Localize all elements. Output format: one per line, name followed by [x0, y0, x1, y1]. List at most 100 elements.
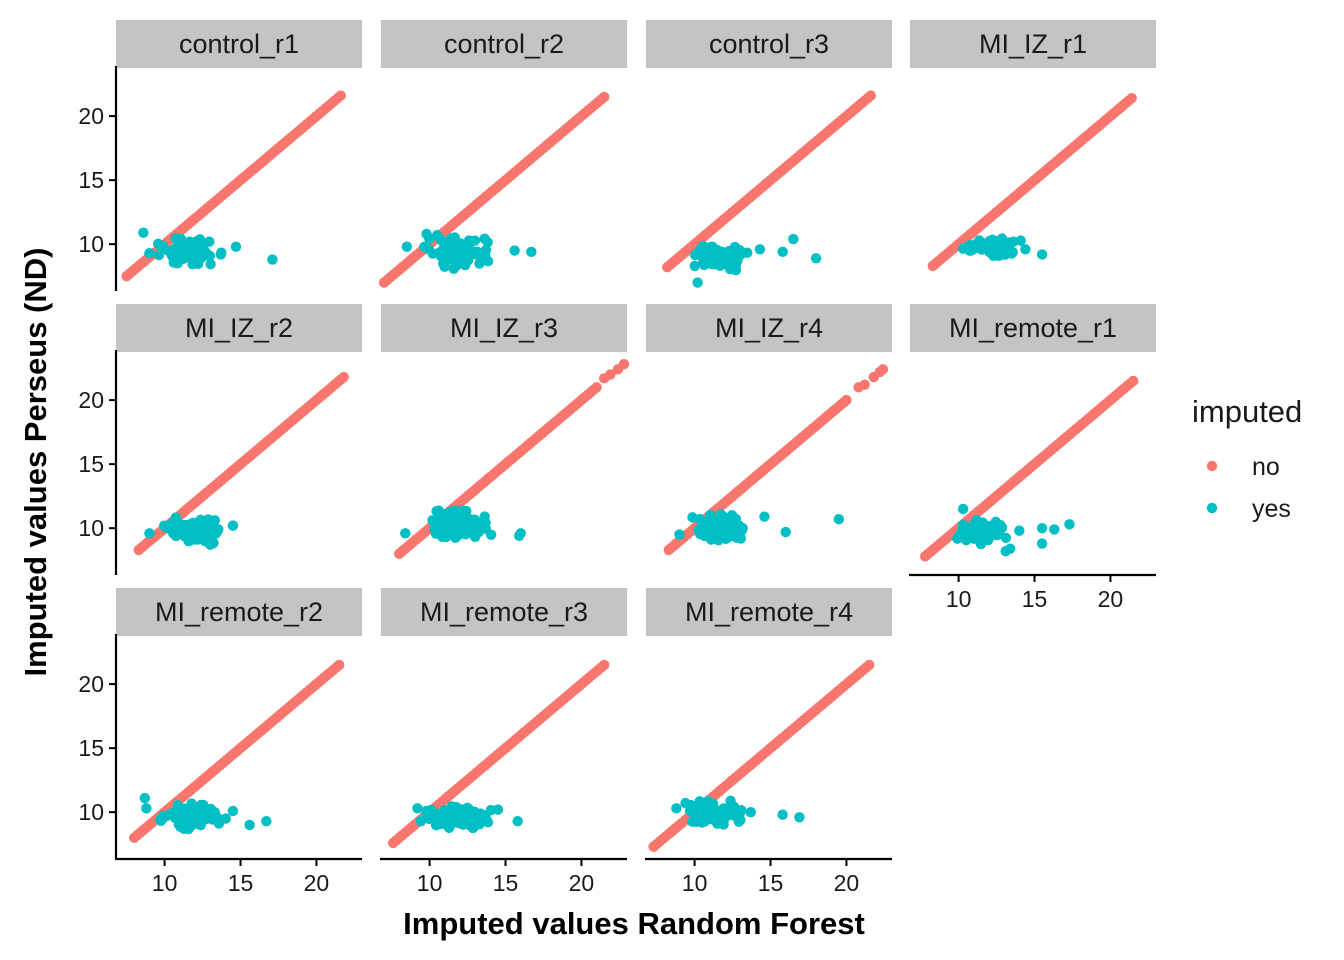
facet-strip: [116, 588, 362, 636]
point-yes: [810, 253, 822, 264]
y-tick-label: 20: [78, 671, 104, 697]
point-yes: [479, 233, 490, 244]
point-yes: [474, 258, 485, 269]
x-tick-label: 10: [152, 870, 178, 896]
x-tick-label: 20: [1098, 586, 1124, 612]
points: [663, 364, 889, 556]
point-yes: [401, 241, 413, 252]
point-yes: [196, 252, 208, 263]
point-yes: [690, 816, 702, 828]
facet-panel: MI_IZ_r4: [646, 304, 892, 556]
facet-strip: [910, 304, 1156, 352]
x-axis-title: Imputed values Random Forest: [403, 906, 865, 941]
point-yes: [754, 244, 766, 255]
point-yes: [526, 246, 537, 258]
point-yes: [1000, 532, 1012, 543]
point-yes: [139, 792, 151, 804]
facet-panel: MI_IZ_r1: [910, 20, 1156, 272]
point-yes: [445, 249, 457, 261]
point-yes: [984, 246, 995, 257]
point-yes: [718, 813, 729, 825]
facet-strip: [646, 304, 892, 352]
point-yes: [512, 815, 523, 827]
x-tick-label: 15: [228, 870, 254, 896]
point-yes: [731, 532, 742, 543]
point-yes: [141, 803, 152, 814]
point-yes: [833, 514, 845, 525]
point-yes: [230, 241, 242, 252]
facet-strip-label: control_r1: [179, 29, 299, 59]
facet-strip: [646, 588, 892, 636]
point-yes: [438, 528, 449, 539]
point-yes: [1064, 519, 1075, 530]
point-no: [877, 364, 889, 375]
points: [919, 375, 1139, 562]
point-yes: [190, 242, 202, 254]
point-yes: [400, 528, 411, 539]
point-yes: [457, 241, 468, 252]
facet-strip: [646, 20, 892, 68]
point-yes: [194, 234, 206, 245]
point-no: [865, 90, 876, 101]
point-no: [338, 371, 349, 383]
point-no: [591, 382, 602, 393]
point-yes: [794, 812, 805, 823]
point-yes: [485, 529, 497, 540]
point-yes: [957, 519, 969, 531]
facet-strip-label: control_r3: [709, 29, 829, 59]
point-yes: [720, 523, 731, 534]
point-yes: [987, 234, 998, 246]
point-no: [618, 359, 630, 370]
point-yes: [777, 246, 788, 258]
point-yes: [215, 249, 226, 260]
facet-strip-label: MI_remote_r3: [420, 597, 588, 627]
legend-title: imputed: [1192, 394, 1302, 429]
y-axis-title: Imputed values Perseus (ND): [18, 248, 53, 677]
x-tick-label: 20: [569, 870, 595, 896]
point-yes: [735, 814, 746, 826]
point-yes: [178, 823, 190, 835]
point-yes: [957, 503, 969, 515]
point-yes: [429, 523, 440, 534]
point-yes: [745, 806, 756, 818]
points: [133, 371, 349, 556]
point-yes: [177, 246, 188, 258]
point-yes: [159, 520, 170, 531]
point-yes: [433, 505, 445, 516]
facet-strip: [381, 588, 627, 636]
point-yes: [261, 815, 272, 827]
point-yes: [437, 813, 449, 824]
point-yes: [199, 536, 211, 547]
x-tick-label: 15: [758, 870, 784, 896]
y-tick-label: 10: [78, 515, 104, 541]
facet-panel: MI_remote_r2 10 15 20 10 15 20: [78, 588, 362, 896]
point-yes: [443, 507, 455, 518]
point-yes: [466, 815, 477, 827]
facet-strip-label: MI_IZ_r3: [450, 313, 558, 343]
point-yes: [733, 520, 745, 531]
point-yes: [1020, 244, 1031, 255]
points: [394, 359, 630, 559]
facet-strip: [381, 304, 627, 352]
facet-panel: MI_IZ_r3: [381, 304, 630, 559]
point-yes: [421, 228, 432, 240]
point-yes: [174, 815, 186, 827]
point-yes: [188, 808, 199, 820]
point-yes: [732, 250, 743, 261]
point-yes: [780, 526, 791, 538]
point-yes: [717, 246, 728, 258]
point-yes: [687, 512, 698, 523]
point-yes: [461, 512, 472, 524]
point-yes: [714, 260, 726, 271]
x-tick-label: 20: [304, 870, 330, 896]
point-yes: [513, 530, 525, 542]
point-yes: [701, 809, 713, 820]
point-yes: [469, 531, 481, 543]
point-yes: [144, 528, 155, 539]
legend-label-no: no: [1252, 453, 1280, 481]
point-yes: [724, 802, 735, 813]
point-yes: [1049, 524, 1060, 535]
point-yes: [204, 236, 215, 247]
point-yes: [492, 804, 504, 815]
y-tick-label: 20: [78, 103, 104, 129]
